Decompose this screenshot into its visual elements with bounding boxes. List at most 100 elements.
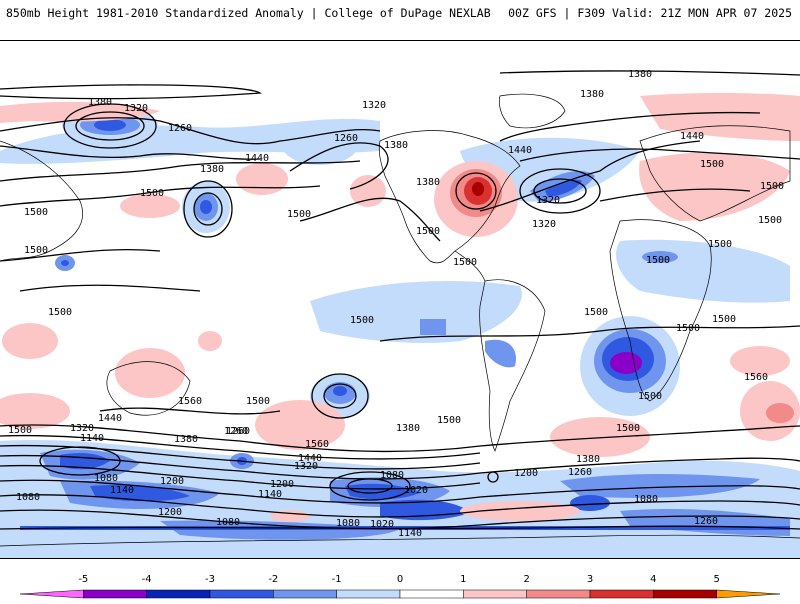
colorbar-tick-label: 3 xyxy=(587,574,593,585)
contour-label: 1500 xyxy=(8,425,32,436)
contour-label: 1080 xyxy=(380,470,404,481)
colorbar-swatch xyxy=(336,589,401,599)
contour-label: 1320 xyxy=(362,100,386,111)
negative-anomaly-shading xyxy=(0,107,800,558)
contour-label: 1080 xyxy=(216,517,240,528)
contour-label: 1140 xyxy=(110,485,134,496)
contour-label: 1560 xyxy=(744,372,768,383)
contour-label: 1380 xyxy=(576,454,600,465)
contour-label: 1080 xyxy=(16,492,40,503)
colorbar-swatch xyxy=(273,589,337,599)
contour-label: 1440 xyxy=(508,145,532,156)
contour-label: 1500 xyxy=(437,415,461,426)
contour-label: 1260 xyxy=(694,516,718,527)
coastlines xyxy=(0,93,800,547)
contour-label: 1140 xyxy=(80,433,104,444)
contour-label: 1080 xyxy=(94,473,118,484)
contour-label: 1200 xyxy=(270,479,294,490)
contour-label: 1320 xyxy=(536,195,560,206)
contour-label: 1320 xyxy=(124,103,148,114)
contour-label: 1380 xyxy=(88,97,112,108)
contour-label: 1320 xyxy=(294,461,318,472)
colorbar-swatch xyxy=(146,589,211,599)
contour-label: 1080 xyxy=(336,518,360,529)
contour-label: 1380 xyxy=(174,434,198,445)
contour-label: 1260 xyxy=(226,426,250,437)
colorbar-swatch xyxy=(463,589,527,599)
colorbar-swatch xyxy=(653,589,717,599)
contour-label: 1500 xyxy=(287,209,311,220)
colorbar-tick-label: 4 xyxy=(650,574,656,585)
contour-label: 1500 xyxy=(700,159,724,170)
contour-label: 1260 xyxy=(568,467,592,478)
contour-label: 1020 xyxy=(370,519,394,530)
colorbar: -5 -4 -3 -2 -1 0 1 2 3 4 5 xyxy=(0,560,800,600)
colorbar-tick-label: 5 xyxy=(713,574,719,585)
contour-label: 1440 xyxy=(680,131,704,142)
map-canvas: 1380 1320 1260 1380 1320 1260 1380 1500 … xyxy=(0,69,800,558)
contour-label: 1500 xyxy=(584,307,608,318)
contour-label: 1140 xyxy=(398,528,422,539)
contour-label: 1080 xyxy=(634,494,658,505)
colorbar-tick-label: 0 xyxy=(397,574,403,585)
contour-label: 1500 xyxy=(350,315,374,326)
contour-label: 1380 xyxy=(580,89,604,100)
contour-label: 1200 xyxy=(160,476,184,487)
contour-label: 1260 xyxy=(334,133,358,144)
colorbar-swatch xyxy=(209,589,274,599)
colorbar-tick-label: -5 xyxy=(78,574,88,585)
contour-label: 1500 xyxy=(708,239,732,250)
header-title-left: 850mb Height 1981-2010 Standardized Anom… xyxy=(6,6,491,20)
colorbar-tick-label: -4 xyxy=(142,574,152,585)
contour-label: 1500 xyxy=(246,396,270,407)
colorbar-tick-label: 2 xyxy=(523,574,529,585)
colorbar-swatch xyxy=(19,589,84,599)
contour-label: 1500 xyxy=(48,307,72,318)
colorbar-swatch xyxy=(83,589,147,599)
contour-label: 1500 xyxy=(758,215,782,226)
contour-label: 1440 xyxy=(245,153,269,164)
positive-anomaly-shading xyxy=(0,92,800,522)
contour-label: 1500 xyxy=(638,391,662,402)
contour-label: 1500 xyxy=(24,245,48,256)
contour-label: 1440 xyxy=(98,413,122,424)
anomaly-map: 1380 1320 1260 1380 1320 1260 1380 1500 … xyxy=(0,40,800,559)
height-contours xyxy=(0,70,800,530)
colorbar-swatch xyxy=(716,589,781,599)
contour-label: 1500 xyxy=(616,423,640,434)
contour-label: 1380 xyxy=(200,164,224,175)
contour-label: 1500 xyxy=(140,188,164,199)
contour-label: 1440 xyxy=(298,453,322,464)
contour-label: 1560 xyxy=(305,439,329,450)
colorbar-tick-label: -2 xyxy=(268,574,278,585)
contour-label: 1200 xyxy=(158,507,182,518)
contour-label: 1500 xyxy=(646,255,670,266)
contour-label: 1380 xyxy=(416,177,440,188)
contour-label: 1200 xyxy=(514,468,538,479)
colorbar-swatch xyxy=(589,589,654,599)
contour-label: 1260 xyxy=(168,123,192,134)
contour-label: 1320 xyxy=(532,219,556,230)
colorbar-tick-label: -1 xyxy=(332,574,342,585)
contour-label: 1500 xyxy=(676,323,700,334)
colorbar-canvas: -5 -4 -3 -2 -1 0 1 2 3 4 5 xyxy=(19,574,781,599)
contour-label: 1500 xyxy=(453,257,477,268)
header-title-right: 00Z GFS | F309 Valid: 21Z MON APR 07 202… xyxy=(508,6,792,20)
contour-label: 1260 xyxy=(224,426,248,437)
colorbar-tick-label: 1 xyxy=(460,574,466,585)
colorbar-swatch xyxy=(526,589,591,599)
contour-label: 1140 xyxy=(258,489,282,500)
contour-label: 1500 xyxy=(416,226,440,237)
contour-labels: 1380 1320 1260 1380 1320 1260 1380 1500 … xyxy=(8,69,784,539)
contour-label: 1500 xyxy=(24,207,48,218)
contour-label: 1380 xyxy=(384,140,408,151)
contour-label: 1500 xyxy=(712,314,736,325)
contour-label: 1320 xyxy=(70,423,94,434)
contour-label: 1500 xyxy=(760,181,784,192)
contour-label: 1380 xyxy=(396,423,420,434)
colorbar-tick-label: -3 xyxy=(205,574,215,585)
contour-label: 1560 xyxy=(178,396,202,407)
colorbar-swatch xyxy=(399,589,464,599)
contour-label: 1380 xyxy=(628,69,652,80)
contour-label: 1020 xyxy=(404,485,428,496)
